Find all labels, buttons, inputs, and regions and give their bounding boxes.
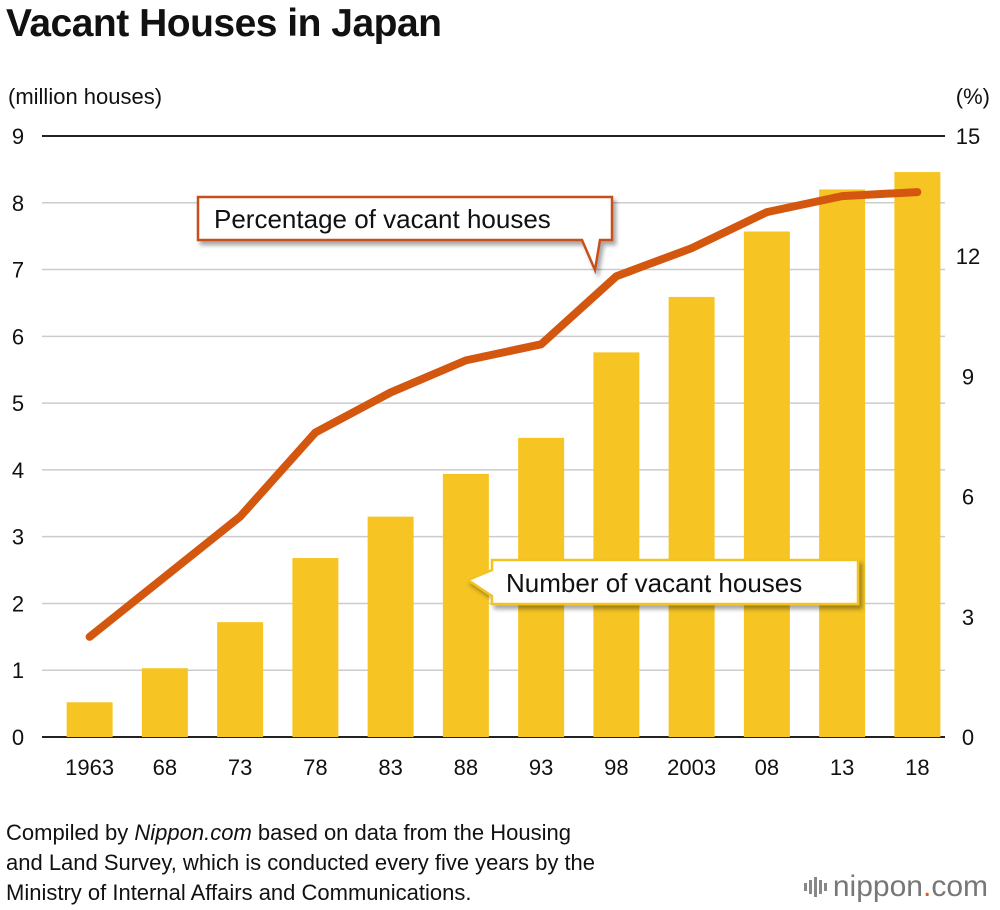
bar-2003 [668,296,715,737]
bar-13 [819,189,866,737]
right-tick-label: 12 [956,244,980,269]
bar-1963 [66,702,113,737]
right-tick-label: 15 [956,124,980,149]
legend-callout-percentage [196,195,614,275]
bar-88 [442,473,489,737]
legend-number-label: Number of vacant houses [506,568,802,598]
source-line-1: Compiled by Nippon.com based on data fro… [6,820,571,845]
x-tick-label: 68 [153,755,177,780]
right-tick-label: 9 [962,364,974,389]
percentage-line [85,188,922,641]
source-site-name: Nippon.com [134,820,252,845]
left-tick-label: 1 [12,658,24,683]
left-tick-label: 4 [12,458,24,483]
source-line-2: and Land Survey, which is conducted ever… [6,850,596,875]
left-tick-label: 8 [12,191,24,216]
x-tick-label: 93 [529,755,553,780]
x-tick-label: 73 [228,755,252,780]
right-tick-label: 0 [962,725,974,750]
x-tick-label: 18 [905,755,929,780]
right-tick-label: 3 [962,605,974,630]
source-note: Compiled by Nippon.com based on data fro… [6,818,595,908]
legend-callout-number [465,558,860,606]
bar-68 [141,668,188,737]
bar-18 [894,172,941,737]
right-axis-label: (%) [956,84,990,109]
source-line-3: Ministry of Internal Affairs and Communi… [6,880,472,905]
bar-73 [217,622,264,737]
x-tick-label: 78 [303,755,327,780]
bar-78 [292,558,339,737]
left-tick-label: 0 [12,725,24,750]
sound-wave-icon [803,877,827,897]
x-tick-label: 88 [454,755,478,780]
left-axis-label: (million houses) [8,84,162,109]
logo-text: nippon.com [832,870,988,903]
x-tick-label: 2003 [667,755,716,780]
bar-98 [593,352,640,737]
legend-percentage-label: Percentage of vacant houses [214,204,551,234]
bar-83 [367,516,414,737]
x-tick-label: 08 [755,755,779,780]
left-tick-label: 2 [12,591,24,616]
left-tick-label: 9 [12,124,24,149]
x-tick-label: 1963 [65,755,114,780]
x-tick-label: 83 [378,755,402,780]
x-tick-label: 13 [830,755,854,780]
bar-08 [743,231,790,737]
right-tick-label: 6 [962,485,974,510]
nippon-logo: nippon.com [803,870,988,904]
left-tick-label: 5 [12,391,24,416]
left-tick-label: 6 [12,324,24,349]
chart-title: Vacant Houses in Japan [6,2,442,45]
left-tick-label: 3 [12,525,24,550]
x-tick-label: 98 [604,755,628,780]
left-tick-label: 7 [12,258,24,283]
